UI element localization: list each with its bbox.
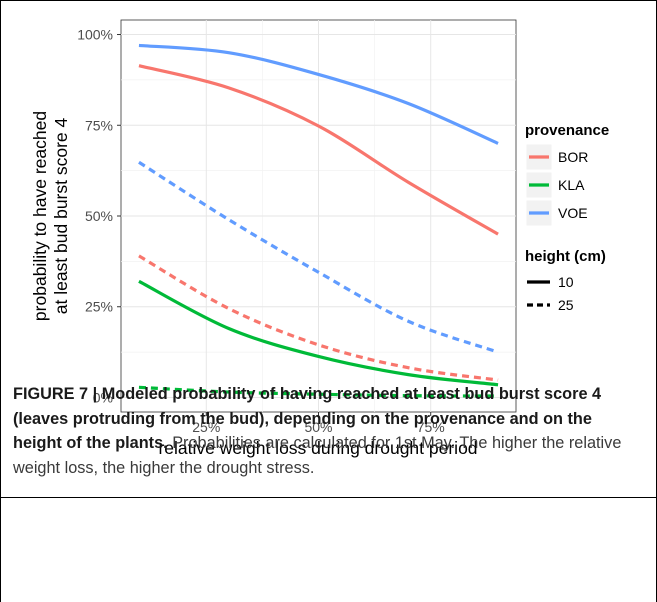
legend-label-height-25: 25	[558, 297, 574, 313]
y-tick-label: 100%	[77, 27, 113, 43]
x-axis-ticks: 25% 50% 75%	[192, 412, 445, 435]
y-tick-label: 25%	[85, 299, 113, 315]
legend-height: height (cm) 10 25	[525, 248, 606, 313]
legend-label-kla: KLA	[558, 177, 585, 193]
figure-frame-left	[0, 0, 1, 602]
x-tick-label: 50%	[304, 419, 332, 435]
legend-label-height-10: 10	[558, 274, 574, 290]
legend-height-title: height (cm)	[525, 248, 606, 265]
y-tick-label: 75%	[85, 117, 113, 133]
x-tick-label: 25%	[192, 419, 220, 435]
x-tick-label: 75%	[417, 419, 445, 435]
series-lines	[138, 43, 499, 398]
figure-frame-top	[0, 0, 657, 1]
series-line-voe-10	[138, 43, 499, 145]
legend-label-voe: VOE	[558, 205, 588, 221]
y-axis-label-line1: probability to have reached	[30, 111, 50, 321]
legend-provenance-title: provenance	[525, 122, 609, 139]
caption-text: Probabilities are calculated for 1st May…	[13, 434, 622, 477]
series-line-kla-25	[138, 385, 499, 398]
legend-provenance: provenance BOR KLA VOE	[525, 122, 609, 227]
y-tick-label: 0%	[93, 389, 113, 405]
y-tick-label: 50%	[85, 208, 113, 224]
chart: 0% 25% 50% 75% 100% 25% 50% 75% relative weigh…	[30, 19, 609, 458]
x-axis-label: relative weight loss during drought peri…	[158, 438, 477, 458]
figure-bottom-rule	[0, 497, 657, 498]
series-line-kla-10	[138, 279, 499, 387]
series-line-bor-10	[138, 64, 499, 236]
figure-caption: FIGURE 7 | Modeled probability of having…	[13, 382, 641, 480]
series-line-voe-25	[138, 160, 499, 354]
series-line-bor-25	[138, 254, 499, 382]
y-axis-ticks: 0% 25% 50% 75% 100%	[77, 27, 121, 405]
y-axis-label-line2: at least bud burst score 4	[51, 117, 71, 314]
legend-label-bor: BOR	[558, 149, 588, 165]
caption-title: FIGURE 7 | Modeled probability of having…	[13, 385, 602, 452]
